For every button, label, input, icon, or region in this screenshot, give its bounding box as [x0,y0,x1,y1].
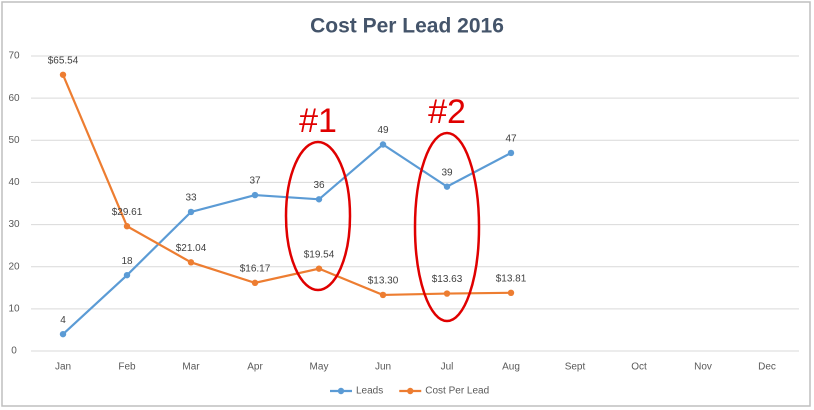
data-label: 18 [121,256,133,267]
data-label: 47 [505,134,517,145]
data-label: 37 [249,176,261,187]
legend-label: Leads [356,386,383,397]
data-label: 39 [441,167,453,178]
x-tick-label: Oct [631,362,647,373]
data-label: $19.54 [304,249,335,260]
data-point [315,265,323,272]
x-tick-label: Feb [118,362,136,373]
data-label: 49 [377,125,389,136]
x-tick-label: Aug [502,362,520,373]
data-point [379,141,387,148]
x-tick-label: Nov [694,362,712,373]
y-tick-label: 0 [11,346,17,357]
y-tick-label: 10 [8,303,20,314]
data-label: $16.17 [240,263,271,274]
data-label: 4 [60,315,66,326]
y-tick-label: 40 [8,177,20,188]
x-tick-label: Sept [565,362,586,373]
data-point [315,196,323,203]
data-label: $13.30 [368,276,399,287]
annotation: #2 [428,93,466,131]
data-label: $13.63 [432,274,463,285]
highlight-ellipse [284,140,352,292]
data-label: 33 [185,193,197,204]
data-point [123,271,131,279]
x-tick-label: Dec [758,362,776,373]
data-point [187,208,195,216]
data-point [59,330,67,338]
x-tick-label: Jul [441,362,454,373]
data-point [59,71,67,78]
data-label: $29.61 [112,207,143,218]
data-point [251,191,259,199]
data-point [443,290,451,297]
y-tick-label: 50 [8,135,20,146]
y-tick-label: 70 [8,51,20,62]
plot-area: 0 10 20 30 40 50 60 70 Jan Feb Mar Apr May Jun Jul Aug S… [8,51,799,397]
data-label: 36 [313,180,325,191]
data-point [187,259,195,266]
x-tick-label: Jan [55,362,71,373]
x-tick-label: Mar [182,362,200,373]
x-tick-label: Apr [247,362,263,373]
y-tick-label: 30 [8,219,20,230]
series-line [61,74,512,297]
x-tick-label: May [310,362,329,373]
data-point [123,223,131,230]
y-tick-label: 60 [8,93,20,104]
data-label: $21.04 [176,243,207,254]
legend-marker [337,387,345,395]
highlight-ellipse [413,131,481,323]
chart-title: Cost Per Lead 2016 [310,15,504,38]
annotation: #1 [299,102,337,140]
legend-label: Cost Per Lead [425,386,489,397]
data-label: $65.54 [48,55,79,66]
data-point [379,291,387,299]
data-point [507,149,515,157]
data-label: $13.81 [496,273,527,284]
x-tick-label: Jun [375,362,391,373]
data-point [251,279,259,287]
data-point [507,289,515,297]
legend-marker [407,387,414,395]
data-point [443,183,451,190]
y-tick-label: 20 [8,261,20,272]
